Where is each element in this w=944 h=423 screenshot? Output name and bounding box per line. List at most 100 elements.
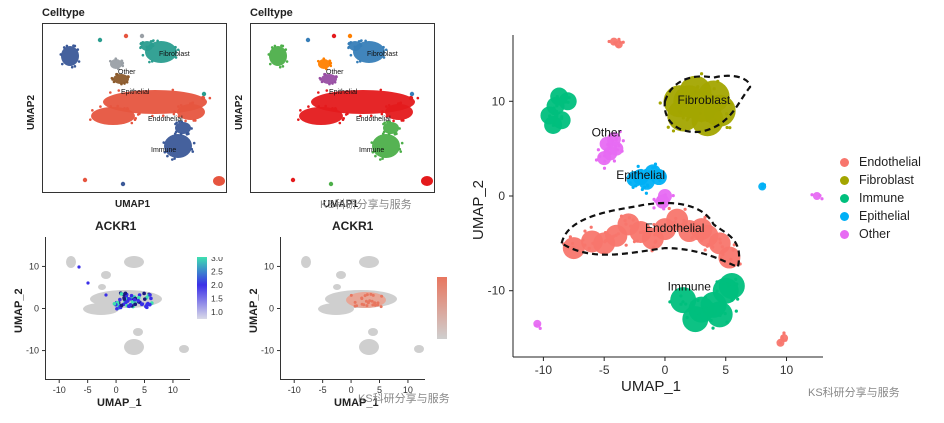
cell-point <box>148 60 151 64</box>
expression-point <box>376 303 380 307</box>
legend-item: Immune <box>840 191 904 205</box>
expression-point <box>118 297 122 302</box>
cell-point <box>656 176 660 181</box>
y-tick-label: 0 <box>34 304 39 314</box>
cluster-endothelial <box>385 104 413 120</box>
cell-point <box>305 37 311 43</box>
cell-point <box>732 243 736 247</box>
ackr1-panel-1: ACKR1 UMAP_2 UMAP_1 -10 -5 0 5 10 10 0 -10 3.0 2… <box>5 215 240 420</box>
cell-point <box>141 53 145 57</box>
cell-point <box>605 231 609 235</box>
plot-frame: Fibroblast Other Epithelial Endothelial Immu… <box>250 23 435 193</box>
expression-point <box>136 295 141 300</box>
cell-point <box>382 45 385 49</box>
colorbar <box>437 277 447 339</box>
cell-point <box>364 39 367 43</box>
cell-point <box>603 154 607 158</box>
cluster-core-endothelial <box>718 246 741 269</box>
cell-point <box>123 106 126 110</box>
cell-point <box>671 129 676 133</box>
cell-point <box>116 104 119 108</box>
cell-point <box>704 306 708 310</box>
cell-point <box>379 88 383 92</box>
cell-point <box>189 102 192 105</box>
cell-point <box>82 177 88 183</box>
cell-point <box>687 226 691 230</box>
cell-cluster <box>179 345 189 353</box>
legend-label: Fibroblast <box>859 173 914 187</box>
cell-point <box>782 331 786 335</box>
cell-point <box>328 59 332 63</box>
cell-point <box>393 131 397 135</box>
cell-point <box>685 103 690 107</box>
x-axis-label: UMAP_1 <box>621 378 682 395</box>
cell-point <box>323 72 326 76</box>
cell-point <box>651 166 655 170</box>
cell-point <box>723 312 727 316</box>
expression-point <box>136 298 141 303</box>
cell-point <box>357 40 361 43</box>
cell-point <box>636 164 640 168</box>
cell-point <box>616 44 620 48</box>
cell-point <box>820 197 824 201</box>
cell-point <box>658 101 662 105</box>
cell-point <box>780 335 784 339</box>
cell-point <box>268 62 272 66</box>
cell-point <box>720 245 724 249</box>
expression-point <box>126 304 131 309</box>
cell-point <box>290 177 296 183</box>
cluster-endothelial <box>299 107 343 125</box>
x-tick-label: -5 <box>599 363 610 377</box>
legend-swatch <box>840 230 849 240</box>
cell-point <box>712 87 716 91</box>
cell-point <box>679 302 683 306</box>
cell-point <box>371 150 375 154</box>
cell-point <box>190 127 193 130</box>
cell-point <box>810 193 814 197</box>
cell-point <box>329 64 333 68</box>
cell-point <box>166 154 169 158</box>
cell-point <box>139 46 142 50</box>
cell-point <box>616 232 620 236</box>
cell-point <box>734 277 738 281</box>
cell-point <box>663 203 667 208</box>
cell-point <box>397 102 400 105</box>
x-axis-label: UMAP_1 <box>334 397 379 409</box>
cell-point <box>174 130 178 134</box>
panel-title: ACKR1 <box>332 219 374 233</box>
cell-point <box>612 159 617 163</box>
cell-point <box>97 37 103 43</box>
cluster-label: Fibroblast <box>159 51 190 58</box>
cell-point <box>400 119 404 122</box>
cluster-immune <box>269 46 287 66</box>
cell-point <box>711 326 715 330</box>
cell-point <box>678 109 682 114</box>
cell-point <box>729 257 733 261</box>
expression-point <box>130 300 135 304</box>
cell-point <box>174 122 177 126</box>
cell-point <box>348 41 351 45</box>
expression-point <box>380 294 384 298</box>
cluster-core-endothelial <box>641 227 664 250</box>
cell-point <box>125 81 129 84</box>
cell-point <box>60 62 64 66</box>
cell-point <box>778 341 783 345</box>
cell-point <box>716 103 721 107</box>
expression-point <box>360 296 364 300</box>
cell-point <box>604 233 609 238</box>
cell-point <box>273 44 277 48</box>
cell-point <box>718 313 722 317</box>
colorbar-tick-label: 2.5 <box>211 267 223 277</box>
cell-point <box>621 139 625 143</box>
cell-point <box>635 239 639 243</box>
cell-point <box>594 158 599 162</box>
cell-cluster <box>98 284 106 290</box>
cluster-label: Immune <box>359 147 384 154</box>
cell-point <box>538 326 542 330</box>
cell-point <box>109 105 113 108</box>
cell-point <box>624 222 628 226</box>
cell-point <box>734 309 738 313</box>
x-tick-label: 0 <box>349 385 354 395</box>
ackr1-feature-plot <box>301 256 424 355</box>
cell-point <box>718 241 722 245</box>
